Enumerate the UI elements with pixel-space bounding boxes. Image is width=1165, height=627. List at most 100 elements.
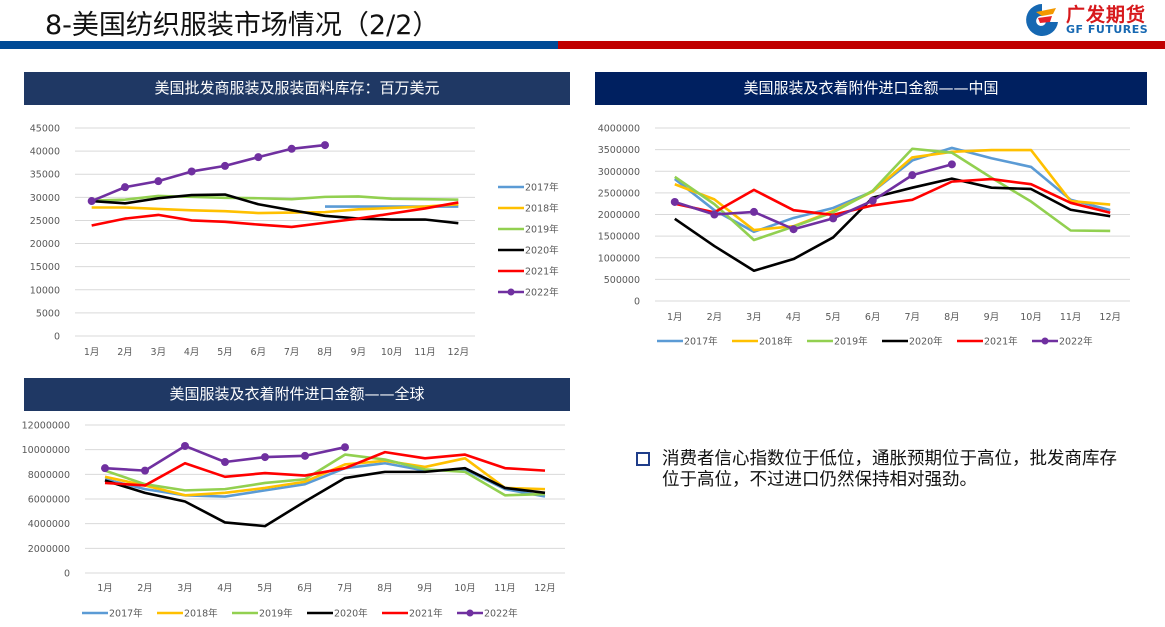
legend-label: 2019年: [259, 608, 293, 620]
legend-item: 2022年: [1032, 336, 1093, 348]
x-tick-label: 6月: [297, 583, 313, 594]
x-tick-label: 10月: [381, 347, 403, 358]
data-point: [121, 183, 129, 192]
series-line: [91, 193, 459, 225]
header-divider-red: [558, 41, 1165, 49]
legend-item: 2017年: [657, 336, 718, 348]
legend-label: 2020年: [525, 245, 559, 257]
y-tick-label: 5000: [36, 308, 60, 319]
legend-label: 2019年: [834, 336, 868, 348]
data-point: [829, 214, 838, 223]
logo-text-en: GF FUTURES: [1066, 23, 1149, 36]
legend-item: 2017年: [82, 608, 143, 620]
x-tick-label: 4月: [184, 347, 200, 358]
legend-label: 2019年: [525, 224, 559, 236]
series-2020年: [91, 193, 459, 225]
series-line: [674, 177, 1111, 273]
legend-label: 2021年: [984, 336, 1018, 348]
series-2022年: [87, 141, 329, 206]
series-2019年: [104, 453, 546, 497]
y-tick-label: 10000000: [22, 445, 70, 456]
legend-label: 2020年: [334, 608, 368, 620]
x-tick-label: 2月: [117, 347, 133, 358]
y-tick-label: 1500000: [598, 232, 640, 243]
legend-item: 2019年: [807, 336, 868, 348]
x-tick-label: 9月: [984, 312, 1000, 323]
y-tick-label: 0: [64, 569, 70, 580]
data-point: [254, 153, 263, 162]
series-2018年: [91, 202, 459, 215]
legend-label: 2022年: [1059, 336, 1093, 348]
x-tick-label: 4月: [217, 583, 233, 594]
legend-marker: [507, 288, 515, 296]
page-title: 8-美国纺织服装市场情况（2/2）: [45, 10, 440, 41]
y-tick-label: 2500000: [598, 188, 640, 199]
data-point: [749, 207, 758, 216]
y-tick-label: 4000000: [598, 124, 640, 135]
series-line: [104, 450, 546, 487]
x-tick-label: 12月: [534, 583, 556, 594]
series-2018年: [674, 148, 1111, 232]
y-tick-label: 35000: [30, 170, 60, 181]
y-tick-label: 10000: [30, 285, 60, 296]
y-tick-label: 2000000: [598, 210, 640, 221]
data-point: [221, 161, 229, 170]
legend-item: 2022年: [498, 287, 559, 299]
y-tick-label: 500000: [604, 275, 640, 286]
legend-item: 2021年: [382, 608, 443, 620]
gf-futures-logo: 广发期货 GF FUTURES: [1022, 2, 1162, 38]
y-tick-label: 45000: [30, 124, 60, 135]
y-tick-label: 20000: [30, 239, 60, 250]
x-tick-label: 2月: [137, 583, 153, 594]
x-tick-label: 4月: [786, 312, 802, 323]
x-tick-label: 3月: [746, 312, 762, 323]
legend-item: 2019年: [498, 224, 559, 236]
legend-item: 2017年: [498, 182, 559, 194]
y-tick-label: 3500000: [598, 145, 640, 156]
legend-item: 2022年: [457, 608, 518, 620]
x-tick-label: 7月: [905, 312, 921, 323]
legend-item: 2020年: [882, 336, 943, 348]
data-point: [261, 453, 269, 462]
legend-label: 2021年: [525, 266, 559, 278]
data-point: [181, 441, 189, 450]
x-tick-label: 3月: [151, 347, 167, 358]
x-tick-label: 5月: [825, 312, 841, 323]
legend-label: 2018年: [525, 203, 559, 215]
legend-label: 2018年: [759, 336, 793, 348]
x-tick-label: 1月: [667, 312, 683, 323]
logo-text-cn: 广发期货: [1066, 4, 1147, 26]
series-2019年: [674, 147, 1111, 242]
x-tick-label: 3月: [177, 583, 193, 594]
legend-item: 2020年: [498, 245, 559, 257]
y-tick-label: 6000000: [28, 495, 70, 506]
data-point: [710, 210, 719, 219]
bullet-square-icon: [636, 452, 650, 466]
series-2021年: [91, 201, 459, 229]
x-tick-label: 8月: [944, 312, 960, 323]
x-tick-label: 1月: [97, 583, 113, 594]
chart-imports-china: 0 500000 1000000 1500000 2000000 2500000 30000…: [598, 124, 1130, 348]
series-2021年: [674, 177, 1111, 217]
series-2021年: [104, 450, 546, 487]
x-tick-label: 8月: [317, 347, 333, 358]
series-2022年: [101, 441, 349, 475]
legend-label: 2017年: [525, 182, 559, 194]
x-tick-label: 5月: [257, 583, 273, 594]
legend-marker: [466, 609, 474, 617]
y-tick-label: 0: [634, 297, 640, 308]
header-divider-blue: [0, 41, 558, 49]
x-tick-label: 7月: [284, 347, 300, 358]
series-2019年: [91, 194, 459, 202]
legend-item: 2021年: [498, 266, 559, 278]
legend-item: 2019年: [232, 608, 293, 620]
data-point: [221, 458, 229, 466]
data-point: [321, 141, 329, 150]
legend-item: 2020年: [307, 608, 368, 620]
y-tick-label: 3000000: [598, 167, 640, 178]
x-tick-label: 12月: [448, 347, 470, 358]
chart-imports-global: 0 2000000 4000000 6000000 8000000 10000000 120…: [22, 421, 565, 620]
legend-label: 2020年: [909, 336, 943, 348]
series-2022年: [670, 160, 956, 234]
logo-mark-icon: [1026, 4, 1058, 36]
